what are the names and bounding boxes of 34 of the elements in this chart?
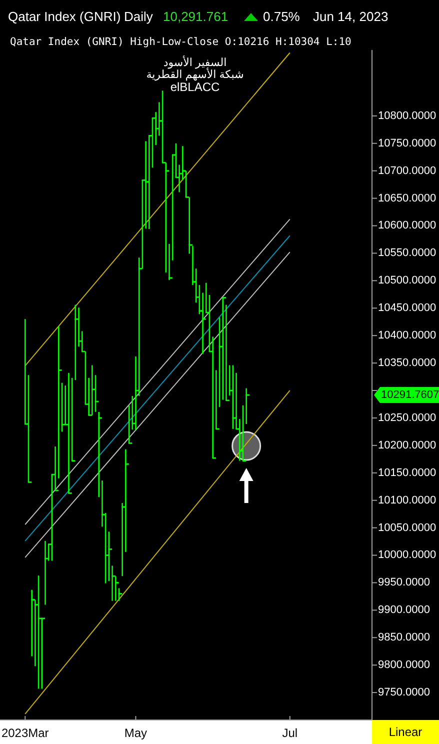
y-tick-label: 10700.0000: [378, 164, 436, 177]
y-tick-label: 10050.0000: [378, 522, 436, 534]
y-tick-label: 10350.0000: [378, 357, 436, 370]
y-tick-label: 10500.0000: [378, 274, 436, 287]
y-tick-label: 10000.0000: [378, 549, 436, 562]
text: Linear: [388, 725, 422, 739]
y-tick-label: 9900.0000: [378, 604, 430, 616]
text: 10,291.761: [163, 9, 228, 24]
x-tick-label: Jul: [282, 726, 298, 740]
y-tick-label: 10600.0000: [378, 220, 436, 232]
y-tick-label: 10150.0000: [378, 466, 436, 479]
text: 0.75%: [263, 9, 300, 24]
y-tick-label: 9800.0000: [378, 659, 430, 672]
y-tick-label: 10200.0000: [378, 439, 436, 452]
text: Jun 14, 2023: [313, 9, 388, 24]
y-tick-label: 10250.0000: [378, 412, 436, 424]
x-tick-label: 2023Mar: [1, 726, 49, 740]
y-tick-label: 10450.0000: [378, 302, 436, 314]
y-tick-label: 10650.0000: [378, 192, 436, 204]
y-tick-label: 10100.0000: [378, 494, 436, 506]
y-tick-label: 10750.0000: [378, 137, 436, 150]
chart-subtitle: Qatar Index (GNRI) High-Low-Close O:10216 H:10304 L:10: [10, 36, 352, 48]
chart-title: Qatar Index (GNRI): [8, 9, 121, 24]
y-tick-label: 9750.0000: [378, 686, 430, 699]
x-tick-label: May: [124, 726, 148, 740]
annotation: السفير الأسود: [163, 55, 227, 69]
annotation: elBLACC: [170, 80, 220, 94]
y-tick-label: 10550.0000: [378, 247, 436, 260]
y-tick-label: 10400.0000: [378, 330, 436, 342]
text: 10291.7607: [381, 389, 439, 402]
y-tick-label: 10800.0000: [378, 110, 436, 122]
y-tick-label: 9850.0000: [378, 632, 430, 644]
text: Daily: [124, 9, 154, 24]
y-tick-label: 9950.0000: [378, 576, 430, 589]
